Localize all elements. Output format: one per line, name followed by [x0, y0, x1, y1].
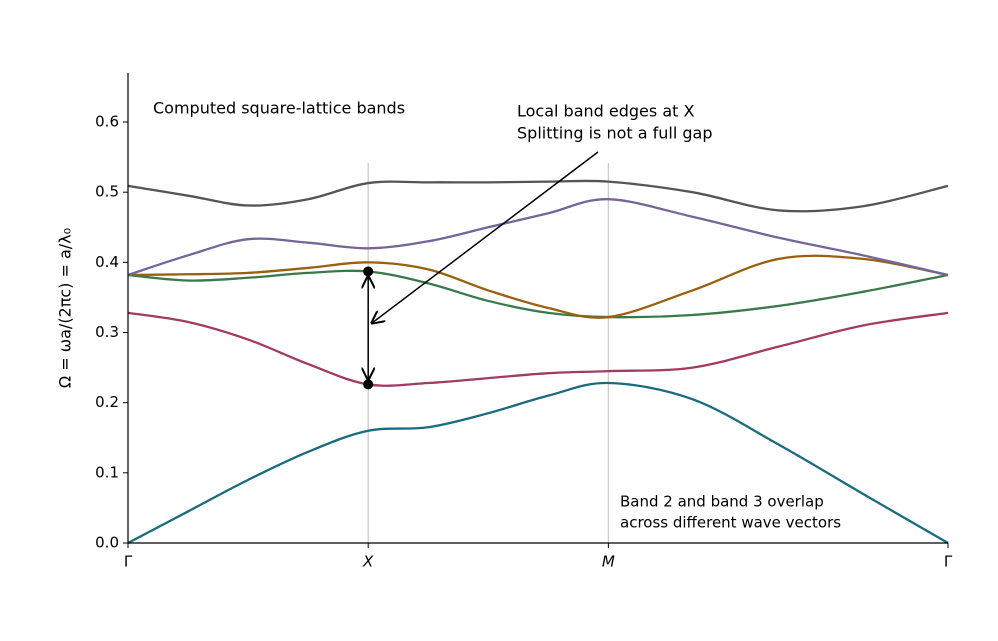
x-tick-label: Γ: [124, 553, 133, 571]
y-tick-label: 0.0: [95, 534, 119, 552]
x-tick-label: X: [362, 553, 374, 571]
x-tick-label: M: [602, 553, 615, 571]
annotation: across different wave vectors: [620, 514, 841, 532]
band-line: [127, 381, 949, 545]
y-tick-label: 0.2: [95, 393, 119, 411]
y-tick-label: 0.5: [95, 183, 119, 201]
band-line: [127, 198, 949, 277]
band-line: [127, 179, 949, 213]
y-axis-label: Ω = ωa/(2πc) = a/λ₀: [56, 228, 75, 388]
y-tick-label: 0.1: [95, 463, 119, 481]
x-tick-label: Γ: [944, 553, 953, 571]
band-edge-dot: [363, 266, 374, 277]
y-tick-label: 0.6: [95, 113, 119, 131]
band-line: [127, 311, 949, 387]
annotation-arrow: [372, 151, 599, 323]
band-edge-dot: [363, 379, 374, 390]
chart-title: Computed square-lattice bands: [153, 99, 405, 118]
y-tick-label: 0.4: [95, 253, 119, 271]
band-line: [127, 254, 949, 319]
band-line: [127, 269, 949, 319]
annotation: Band 2 and band 3 overlap: [620, 493, 824, 511]
annotation: Local band edges at X: [517, 102, 694, 121]
y-tick-label: 0.3: [95, 323, 119, 341]
plot-area: [127, 179, 949, 545]
guides: [367, 163, 610, 543]
annotation: Splitting is not a full gap: [517, 124, 713, 143]
